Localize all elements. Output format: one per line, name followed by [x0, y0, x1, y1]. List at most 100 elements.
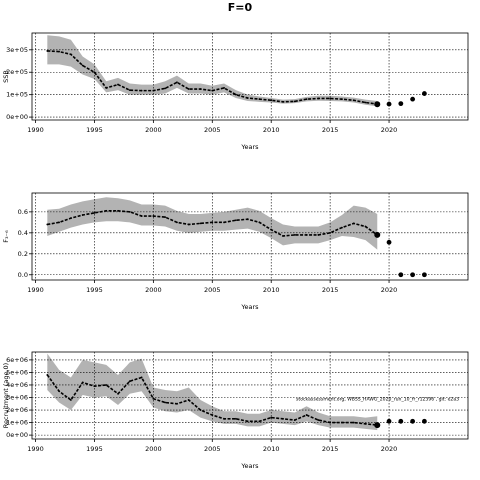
y-tick-label: 1e+06: [6, 419, 28, 427]
estimate-point: [187, 88, 190, 90]
y-tick-label: 0.6: [18, 208, 28, 216]
estimate-point: [364, 422, 367, 425]
estimate-point: [282, 235, 284, 237]
x-tick-label: 1995: [86, 286, 103, 294]
estimate-point: [117, 83, 119, 86]
estimate-point: [105, 209, 108, 212]
y-axis-label: Recruitment (age 0): [2, 363, 10, 428]
projection-point: [422, 91, 427, 96]
estimate-point: [246, 97, 249, 99]
x-tick-label: 2020: [381, 126, 398, 134]
estimate-point: [329, 97, 332, 100]
plot-frame: [31, 351, 469, 440]
y-tick-label: 0.0: [18, 271, 28, 279]
estimate-point: [293, 419, 296, 421]
x-axis-label: Years: [240, 303, 259, 311]
estimate-point: [69, 399, 72, 401]
estimate-point: [258, 221, 261, 224]
estimate-point: [223, 417, 225, 420]
x-axis-label: Years: [240, 143, 259, 151]
estimate-point: [81, 64, 84, 67]
estimate-point: [58, 50, 61, 53]
estimate-point: [117, 392, 119, 395]
estimate-point: [128, 380, 131, 383]
x-tick-label: 1995: [86, 126, 103, 134]
estimate-point: [140, 215, 143, 217]
x-tick-label: 1990: [27, 445, 44, 453]
estimate-point: [152, 215, 155, 217]
plot-frame: [31, 192, 469, 281]
x-tick-label: 2005: [204, 286, 221, 294]
x-tick-label: 2010: [263, 286, 280, 294]
figure-title: F=0: [228, 1, 253, 14]
projection-point: [374, 231, 381, 238]
projection-point: [422, 272, 427, 278]
confidence-band: [47, 35, 378, 107]
estimate-point: [140, 376, 143, 379]
y-axis-label: SSB: [2, 70, 10, 83]
estimate-point: [234, 219, 237, 222]
y-tick-label: 6e+06: [6, 356, 28, 364]
x-tick-label: 1995: [86, 445, 103, 453]
estimate-point: [305, 98, 308, 101]
x-tick-label: 2000: [145, 445, 162, 453]
x-tick-label: 2010: [263, 445, 280, 453]
y-tick-label: 4e+06: [6, 381, 28, 389]
estimate-point: [58, 390, 61, 393]
projection-point: [410, 418, 416, 424]
estimate-point: [258, 98, 261, 101]
estimate-point: [199, 88, 202, 90]
estimate-point: [258, 420, 261, 423]
estimate-point: [234, 93, 237, 96]
estimate-point: [176, 81, 178, 84]
y-tick-label: 3e+05: [6, 46, 28, 54]
annotation: stockassessment.org, WBSS_HAWG_2020_run_…: [296, 397, 459, 403]
estimate-point: [164, 401, 167, 404]
y-tick-label: 5e+06: [6, 368, 28, 376]
projection-point: [422, 418, 427, 424]
x-tick-label: 2020: [381, 286, 398, 294]
y-tick-label: 0e+00: [6, 431, 28, 439]
estimate-point: [164, 87, 167, 90]
projection-point: [398, 101, 404, 107]
y-tick-label: 1e+05: [6, 91, 28, 99]
y-tick-label: 3e+06: [6, 394, 28, 402]
estimate-point: [152, 397, 155, 400]
y-tick-label: 0e+00: [6, 113, 28, 121]
plot-frame: [31, 32, 469, 121]
estimate-point: [305, 414, 308, 416]
x-tick-label: 1990: [27, 286, 44, 294]
estimate-point: [341, 226, 343, 229]
x-tick-label: 2015: [322, 445, 339, 453]
estimate-point: [352, 99, 355, 102]
estimate-point: [270, 416, 273, 419]
estimate-point: [140, 89, 143, 92]
y-tick-label: 0.2: [18, 250, 28, 258]
x-axis-label: Years: [240, 462, 259, 470]
y-axis-label: F₃₋₆: [2, 230, 10, 243]
estimate-point: [293, 234, 296, 236]
estimate-point: [46, 223, 49, 226]
estimate-point: [46, 374, 49, 376]
estimate-point: [352, 222, 355, 225]
estimate-point: [364, 225, 367, 228]
estimate-point: [176, 221, 178, 224]
y-tick-label: 0.4: [18, 229, 28, 237]
x-tick-label: 2020: [381, 445, 398, 453]
estimate-point: [105, 87, 108, 89]
x-tick-label: 2015: [322, 286, 339, 294]
estimate-point: [282, 417, 284, 420]
estimate-point: [246, 218, 249, 221]
projection-point: [398, 418, 404, 424]
estimate-point: [223, 221, 225, 224]
projection-point: [398, 272, 404, 278]
estimate-point: [317, 97, 320, 100]
estimate-point: [364, 101, 367, 104]
estimate-point: [105, 384, 108, 386]
projection-point: [374, 101, 381, 108]
projection-point: [410, 272, 416, 278]
estimate-point: [128, 89, 131, 92]
estimate-point: [93, 212, 96, 214]
